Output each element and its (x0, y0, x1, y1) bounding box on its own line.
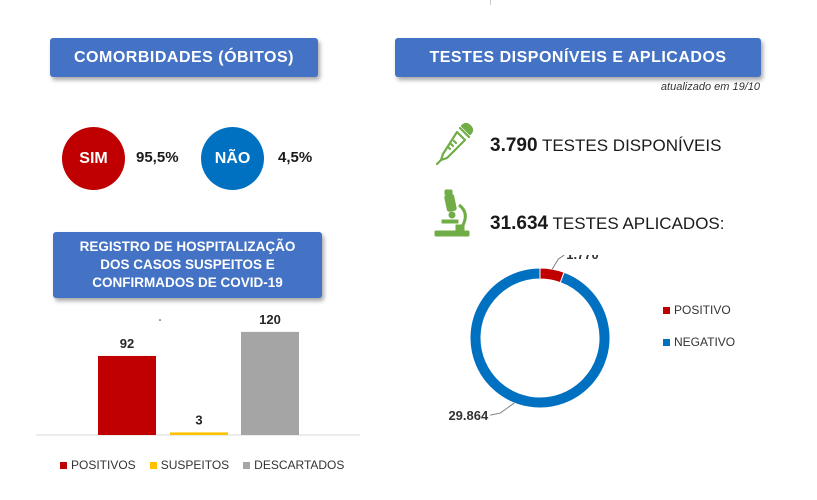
donut-legend-positivo: POSITIVO (663, 303, 731, 317)
donut-slice-positivo (539, 267, 565, 284)
legend-suspeitos-label: SUSPEITOS (160, 458, 230, 472)
hospitalizacao-banner: REGISTRO DE HOSPITALIZAÇÃO DOS CASOS SUS… (53, 232, 322, 298)
comorbidades-banner: COMORBIDADES (ÓBITOS) (50, 38, 318, 77)
donut-leader-negativo (490, 402, 515, 416)
nao-label: NÃO (214, 149, 251, 167)
bar-suspeitos (170, 432, 228, 435)
legend-descartados-swatch (243, 461, 251, 469)
legend-suspeitos-swatch (149, 461, 157, 469)
testes-aplicados-label: TESTES APLICADOS: (548, 214, 725, 233)
bar-label-suspeitos: 3 (195, 412, 202, 427)
nao-percentage: 4,5% (278, 149, 313, 166)
hospitalizacao-title-line-3: CONFIRMADOS DE COVID-19 (92, 275, 283, 290)
testes-banner: TESTES DISPONÍVEIS E APLICADOS (395, 38, 761, 77)
donut-label-positivo: 1.770 (566, 255, 599, 262)
sim-percentage: 95,5% (136, 149, 179, 166)
donut-legend-positivo-swatch (663, 306, 670, 314)
testes-aplicados-value: 31.634 (490, 213, 549, 234)
legend-descartados-label: DESCARTADOS (254, 458, 345, 472)
donut-legend-positivo-label: POSITIVO (674, 303, 731, 317)
testes-aplicados: 31.634 TESTES APLICADOS: (490, 213, 724, 235)
legend-positivos: POSITIVOS (60, 458, 136, 472)
donut-legend-negativo-label: NEGATIVO (674, 335, 736, 349)
pipette-icon (433, 122, 475, 166)
comorbidades-title: COMORBIDADES (ÓBITOS) (74, 48, 294, 66)
donut-legend-negativo: NEGATIVO (663, 335, 735, 349)
bar-positivos (98, 355, 156, 435)
legend-descartados: DESCARTADOS (243, 458, 344, 472)
testes-disponiveis-label: TESTES DISPONÍVEIS (537, 136, 722, 155)
sim-circle: SIM (62, 127, 125, 190)
top-divider (490, 0, 491, 5)
testes-title: TESTES DISPONÍVEIS E APLICADOS (429, 48, 727, 66)
bar-label-positivos: 92 (120, 336, 134, 351)
updated-date: atualizado em 19/10 (660, 81, 760, 93)
testes-donut-chart: 1.770 29.864 (448, 255, 611, 423)
donut-label-negativo: 29.864 (448, 408, 489, 423)
donut-legend-negativo-swatch (663, 338, 670, 346)
microscope-icon (432, 189, 472, 239)
hospitalizacao-title-line-2: DOS CASOS SUSPEITOS E (100, 257, 275, 272)
legend-positivos-label: POSITIVOS (71, 458, 136, 472)
legend-suspeitos: SUSPEITOS (149, 458, 230, 472)
donut-slice-negativo (469, 267, 611, 409)
hospitalizacao-title-line-1: REGISTRO DE HOSPITALIZAÇÃO (79, 239, 296, 254)
stray-dot (159, 319, 161, 321)
nao-circle: NÃO (201, 127, 264, 190)
legend-positivos-swatch (60, 461, 67, 469)
bar-legend: POSITIVOS SUSPEITOS DESCARTADOS (60, 458, 358, 472)
sim-label: SIM (79, 149, 108, 167)
testes-disponiveis-value: 3.790 (490, 135, 538, 156)
hospitalizacao-bar-chart: 92 3 120 (36, 312, 360, 436)
bar-label-descartados: 120 (259, 312, 281, 327)
testes-disponiveis: 3.790 TESTES DISPONÍVEIS (490, 135, 721, 157)
bar-descartados (241, 331, 299, 435)
donut-leader-positivo (551, 255, 565, 270)
